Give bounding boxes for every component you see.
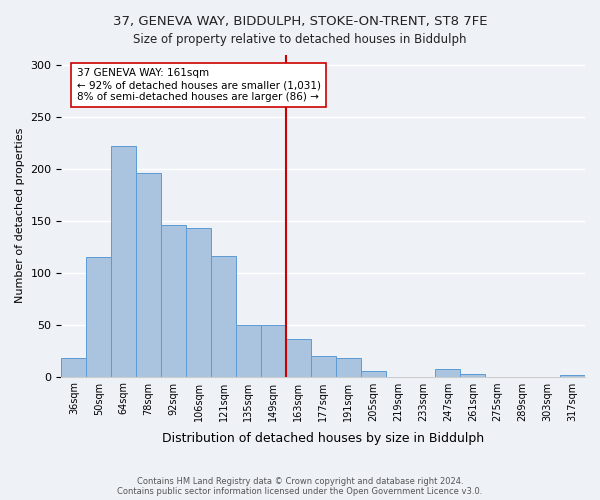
Bar	[335, 358, 361, 376]
Bar	[86, 258, 111, 376]
Text: Contains public sector information licensed under the Open Government Licence v3: Contains public sector information licen…	[118, 487, 482, 496]
Bar	[111, 146, 136, 376]
Bar	[436, 370, 460, 376]
Text: 37 GENEVA WAY: 161sqm
← 92% of detached houses are smaller (1,031)
8% of semi-de: 37 GENEVA WAY: 161sqm ← 92% of detached …	[77, 68, 320, 102]
Bar	[361, 372, 386, 376]
Bar	[61, 358, 86, 376]
Bar	[211, 256, 236, 376]
Bar	[136, 173, 161, 376]
Text: Contains HM Land Registry data © Crown copyright and database right 2024.: Contains HM Land Registry data © Crown c…	[137, 477, 463, 486]
Bar	[236, 324, 261, 376]
Text: Size of property relative to detached houses in Biddulph: Size of property relative to detached ho…	[133, 32, 467, 46]
Bar	[261, 324, 286, 376]
Bar	[186, 228, 211, 376]
Text: 37, GENEVA WAY, BIDDULPH, STOKE-ON-TRENT, ST8 7FE: 37, GENEVA WAY, BIDDULPH, STOKE-ON-TRENT…	[113, 15, 487, 28]
X-axis label: Distribution of detached houses by size in Biddulph: Distribution of detached houses by size …	[162, 432, 484, 445]
Bar	[460, 374, 485, 376]
Bar	[311, 356, 335, 376]
Y-axis label: Number of detached properties: Number of detached properties	[15, 128, 25, 304]
Bar	[161, 225, 186, 376]
Bar	[286, 339, 311, 376]
